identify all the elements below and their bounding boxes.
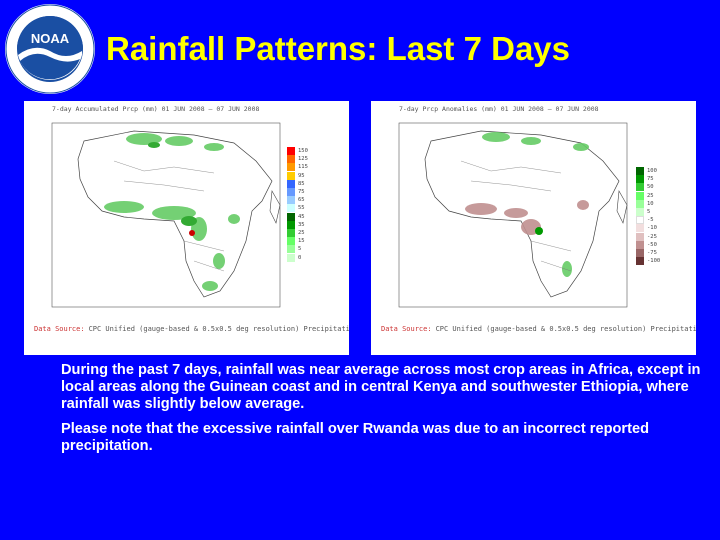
legend-item: -100: [636, 257, 670, 266]
noaa-logo: NOAA: [4, 3, 96, 95]
legend-item: 85: [287, 179, 321, 188]
legend-item: 65: [287, 196, 321, 205]
legend-item: 5: [287, 245, 321, 254]
legend-item: -25: [636, 232, 670, 241]
legend-item: 75: [287, 188, 321, 197]
data-source-text: CPC Unified (gauge-based & 0.5x0.5 deg r…: [435, 325, 696, 333]
page-title: Rainfall Patterns: Last 7 Days: [106, 30, 570, 67]
legend-item: 10: [636, 199, 670, 208]
legend-item: -5: [636, 216, 670, 225]
legend-item: 15: [287, 237, 321, 246]
africa-map: [398, 122, 628, 308]
data-source-label: Data Source:: [34, 325, 85, 333]
legend-item: -75: [636, 248, 670, 257]
legend-item: 95: [287, 171, 321, 180]
anomaly-legend: 100 75 50 25 10 5 -5 -10 -25 -50 -75 -10…: [636, 167, 670, 266]
legend-item: 150: [287, 147, 321, 156]
legend-item: 0: [287, 253, 321, 262]
legend-item: 55: [287, 204, 321, 213]
africa-map: [51, 122, 281, 308]
legend-item: 25: [636, 191, 670, 200]
logo-text: NOAA: [31, 31, 70, 46]
map-footer: Data Source: CPC Unified (gauge-based & 0…: [381, 325, 696, 333]
summary-paragraph: During the past 7 days, rainfall was nea…: [61, 362, 701, 412]
legend-item: 75: [636, 175, 670, 184]
note-paragraph: Please note that the excessive rainfall …: [61, 421, 650, 454]
map-footer: Data Source: CPC Unified (gauge-based & 0…: [34, 325, 349, 333]
precip-anomaly-map: 7-day Prcp Anomalies (mm) 01 JUN 2008 — …: [371, 101, 696, 355]
legend-item: 125: [287, 155, 321, 164]
map-header: 7-day Prcp Anomalies (mm) 01 JUN 2008 — …: [399, 105, 599, 113]
map-header: 7-day Accumulated Prcp (mm) 01 JUN 2008 …: [52, 105, 260, 113]
legend-item: 50: [636, 183, 670, 192]
legend-item: 115: [287, 163, 321, 172]
legend-item: 35: [287, 220, 321, 229]
legend-item: 25: [287, 228, 321, 237]
legend-item: 45: [287, 212, 321, 221]
accumulated-precip-map: 7-day Accumulated Prcp (mm) 01 JUN 2008 …: [24, 101, 349, 355]
legend-item: 100: [636, 167, 670, 176]
legend-item: -10: [636, 224, 670, 233]
precip-legend: 150 125 115 95 85 75 65 55 45 35 25 15 5…: [287, 147, 321, 262]
legend-item: -50: [636, 240, 670, 249]
legend-item: 5: [636, 208, 670, 217]
data-source-text: CPC Unified (gauge-based & 0.5x0.5 deg r…: [88, 325, 349, 333]
summary-text: During the past 7 days, rainfall was nea…: [61, 362, 701, 463]
data-source-label: Data Source:: [381, 325, 432, 333]
